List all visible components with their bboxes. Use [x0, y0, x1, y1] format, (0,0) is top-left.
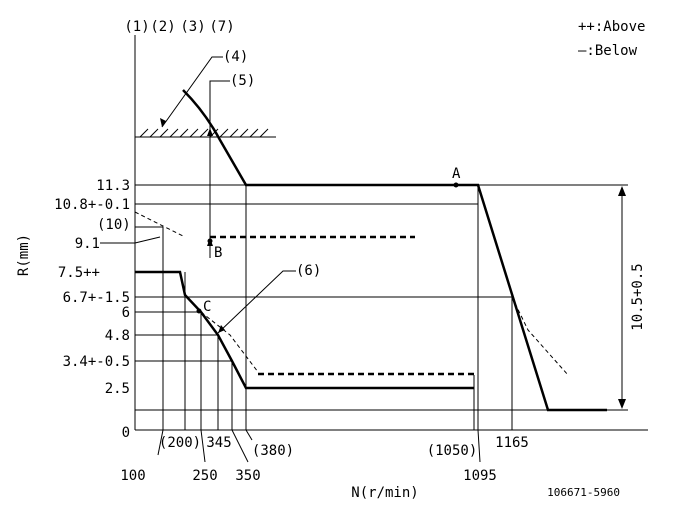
x-tick-345: 345 [206, 435, 231, 451]
leader-1095 [477, 429, 481, 463]
drawing-number: 106671-5960 [547, 486, 620, 499]
callout-10: (10) [97, 217, 131, 233]
y-tick-7-5: 7.5++ [58, 265, 100, 281]
y-tick-3-4: 3.4+-0.5 [63, 354, 130, 370]
dimension-arrow-bottom [618, 399, 626, 409]
dashed-right-curve [511, 296, 569, 376]
leader-100 [157, 429, 164, 456]
legend-above: ++:Above [578, 19, 645, 35]
y-tick-0: 0 [122, 425, 130, 441]
dashed-upper-start [134, 211, 186, 238]
full-load-curve [182, 89, 607, 412]
x-axis-label: N(r/min) [351, 485, 418, 501]
header-label-1: (1) [124, 19, 149, 35]
x-tick-250: 250 [192, 468, 217, 484]
leader-250 [200, 429, 206, 463]
leader-9-1b [134, 236, 161, 244]
callout-4-leader [161, 56, 223, 128]
callout-6-leader [217, 270, 296, 334]
callout-6: (6) [296, 263, 321, 279]
callout-4-arrow [160, 118, 166, 127]
dimension-label: 10.5+0.5 [630, 263, 646, 330]
leader-350 [231, 429, 249, 463]
header-label-7: (7) [209, 19, 234, 35]
y-tick-11-3: 11.3 [96, 178, 130, 194]
x-tick-200: (200) [159, 435, 201, 451]
callout-6-arrow [218, 325, 225, 333]
point-a-marker [453, 182, 459, 188]
y-tick-6: 6 [122, 305, 130, 321]
legend-below: —:Below [578, 43, 638, 59]
header-label-3: (3) [180, 19, 205, 35]
y-tick-2-5: 2.5 [105, 381, 130, 397]
x-tick-350: 350 [235, 468, 260, 484]
point-b-label: B [214, 245, 222, 261]
header-label-2: (2) [150, 19, 175, 35]
x-tick-1095: 1095 [463, 468, 497, 484]
dashed-c-curve [200, 311, 259, 373]
callout-4: (4) [223, 49, 248, 65]
callout-5-arrow-top [207, 128, 213, 136]
point-b-marker [207, 238, 213, 244]
callout-5: (5) [230, 73, 255, 89]
y-axis-label: R(mm) [16, 234, 32, 276]
x-tick-1050: (1050) [427, 443, 478, 459]
x-tick-380: (380) [252, 443, 294, 459]
dimension-arrow-top [618, 186, 626, 196]
idle-curve [135, 270, 474, 390]
y-tick-9-1: 9.1 [75, 236, 100, 252]
leader-380 [245, 429, 253, 441]
x-tick-1165: 1165 [495, 435, 529, 451]
y-tick-10-8: 10.8+-0.1 [54, 197, 130, 213]
stop-hatching [139, 128, 269, 138]
point-c-label: C [203, 299, 211, 315]
point-c-marker [196, 308, 202, 314]
callout-5-leader [209, 80, 230, 258]
point-a-label: A [452, 166, 461, 182]
y-tick-6-7: 6.7+-1.5 [63, 290, 130, 306]
x-tick-100: 100 [120, 468, 145, 484]
y-tick-4-8: 4.8 [105, 328, 130, 344]
